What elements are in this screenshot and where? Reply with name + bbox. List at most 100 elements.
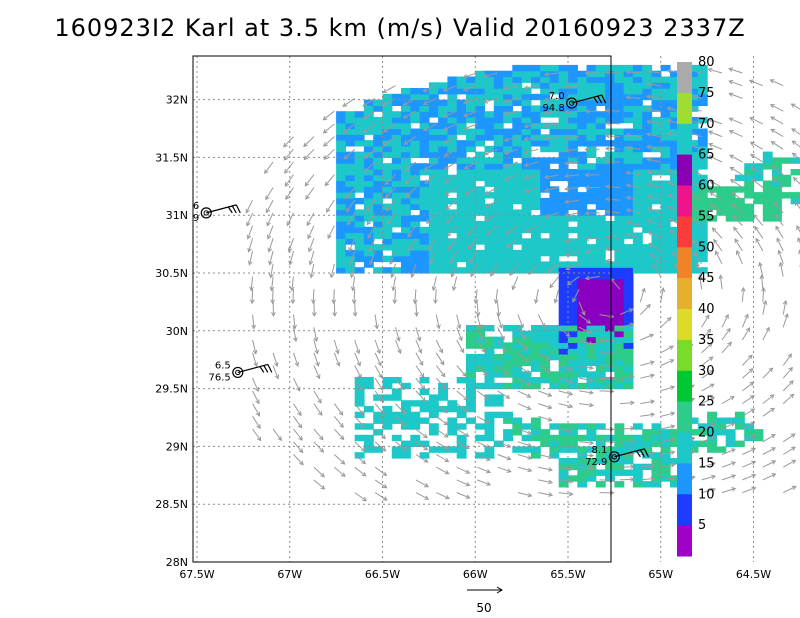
- wind-vector: [605, 160, 620, 163]
- wind-vector-head: [284, 182, 290, 187]
- field-cell: [614, 423, 625, 430]
- field-cell: [623, 330, 634, 338]
- field-cell: [401, 400, 411, 407]
- wind-vector: [578, 301, 585, 315]
- field-cell: [354, 186, 365, 193]
- y-tick-label: 31N: [166, 209, 188, 222]
- field-cell: [586, 423, 597, 430]
- wind-vector-head: [543, 71, 549, 77]
- wind-vector: [606, 259, 621, 265]
- field-cell: [475, 232, 486, 239]
- field-cell: [614, 313, 625, 320]
- field-cell: [391, 417, 402, 424]
- wind-vector: [467, 237, 478, 250]
- field-cell: [651, 458, 662, 465]
- field-cell: [623, 226, 634, 234]
- field-cell: [660, 180, 671, 187]
- field-cell: [512, 365, 523, 372]
- wind-vector-head: [390, 273, 395, 279]
- field-cell: [447, 400, 458, 407]
- wind-vector-head: [482, 73, 488, 78]
- field-cell: [456, 411, 467, 419]
- field-cell: [410, 221, 421, 228]
- wind-vector: [323, 148, 335, 160]
- field-cell: [660, 255, 671, 263]
- wind-vector-head: [546, 356, 551, 361]
- field-cell: [568, 342, 578, 349]
- field-cell: [670, 192, 680, 199]
- colorbar-label: 40: [698, 302, 715, 317]
- field-cell: [521, 330, 532, 338]
- field-cell: [493, 145, 504, 153]
- wind-vector: [605, 122, 620, 125]
- field-cell: [391, 169, 402, 176]
- wind-vector-head: [564, 199, 570, 205]
- field-cell: [651, 244, 662, 251]
- field-cell: [549, 174, 560, 182]
- field-cell: [595, 99, 606, 106]
- field-cell: [419, 186, 430, 193]
- wind-vector: [403, 110, 417, 119]
- field-cell: [670, 76, 680, 83]
- wind-vector: [435, 415, 448, 426]
- field-cell: [530, 157, 541, 164]
- wind-vector: [456, 327, 463, 341]
- wind-vector-head: [444, 191, 450, 197]
- wind-vector-head: [486, 469, 492, 474]
- wind-vector: [719, 275, 723, 290]
- wind-vector: [429, 250, 437, 264]
- wind-vector: [313, 352, 320, 367]
- wind-vector: [779, 262, 784, 277]
- field-cell: [586, 82, 597, 89]
- wind-vector-head: [709, 370, 715, 375]
- station-barb-flag: [643, 448, 649, 458]
- wind-vector-head: [342, 128, 348, 134]
- field-cell: [660, 163, 671, 170]
- field-cell: [642, 111, 653, 118]
- field-cell: [419, 232, 430, 239]
- field-cell: [614, 319, 625, 326]
- wind-vector: [708, 143, 723, 150]
- field-cell: [577, 423, 588, 430]
- wind-vector-head: [362, 115, 368, 120]
- station-barb-flag: [601, 94, 607, 104]
- field-cell: [382, 209, 393, 216]
- field-cell: [336, 249, 346, 257]
- field-cell: [577, 348, 588, 355]
- field-cell: [493, 353, 504, 361]
- wind-vector: [504, 97, 519, 103]
- wind-vector-head: [265, 208, 271, 214]
- field-cell: [605, 463, 615, 471]
- field-cell: [382, 255, 393, 263]
- field-cell: [577, 111, 588, 118]
- wind-vector-head: [641, 287, 646, 293]
- field-cell: [503, 157, 513, 164]
- field-cell: [466, 116, 476, 124]
- field-cell: [512, 116, 523, 124]
- field-cell: [466, 82, 476, 89]
- wind-vector: [572, 288, 580, 302]
- wind-vector-head: [789, 380, 794, 385]
- field-cell: [568, 423, 578, 430]
- field-cell: [605, 469, 615, 476]
- field-cell: [345, 267, 356, 274]
- x-tick-label: 67.5W: [179, 568, 214, 581]
- field-cell: [595, 284, 606, 291]
- field-cell: [605, 296, 615, 303]
- wind-vector-head: [645, 119, 651, 125]
- wind-vector-head: [626, 232, 632, 238]
- field-cell: [401, 249, 411, 257]
- field-cell: [558, 325, 569, 332]
- wind-vector-head: [256, 424, 261, 430]
- wind-vector-head: [412, 299, 418, 305]
- field-cell: [475, 82, 486, 89]
- wind-vector: [428, 238, 437, 251]
- wind-vector-head: [646, 303, 651, 309]
- field-cell: [493, 255, 504, 263]
- field-cell: [530, 382, 541, 390]
- field-cell: [549, 221, 560, 228]
- field-cell: [568, 371, 578, 378]
- field-cell: [605, 209, 615, 216]
- wind-vector: [750, 141, 764, 150]
- field-cell: [688, 255, 699, 263]
